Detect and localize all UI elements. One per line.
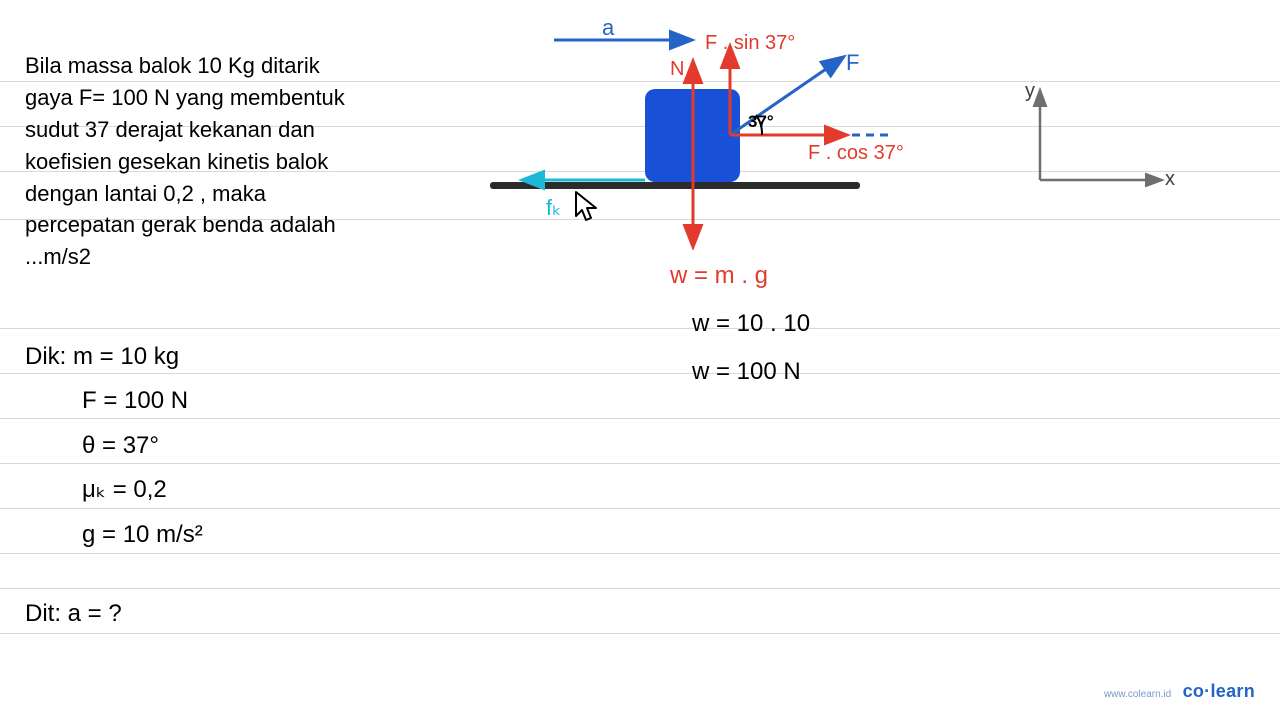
weight-formula: w = m . g	[670, 255, 810, 297]
given-g: g = 10 m/s²	[25, 513, 203, 557]
free-body-diagram: a F . sin 37° N F 37° F . cos 37° fₖ	[490, 20, 960, 250]
label-fcos: F . cos 37°	[808, 142, 904, 165]
cursor-icon	[572, 190, 602, 224]
given-f: F = 100 N	[25, 379, 188, 423]
footer: www.colearn.id co·learn	[1104, 681, 1255, 702]
label-n: N	[670, 58, 684, 81]
axis-y-label: y	[1025, 80, 1035, 103]
label-fk: fₖ	[546, 195, 561, 221]
given-theta: θ = 37°	[25, 424, 159, 468]
asked-text: Dit: a = ?	[25, 600, 122, 628]
axis-x-label: x	[1165, 168, 1175, 191]
footer-brand: co·learn	[1183, 681, 1255, 701]
rule-line	[0, 328, 1280, 329]
axes-indicator: y x	[1020, 80, 1180, 190]
footer-url: www.colearn.id	[1104, 689, 1171, 700]
rule-line	[0, 633, 1280, 634]
problem-text: Bila massa balok 10 Kg ditarik gaya F= 1…	[25, 50, 365, 273]
given-list: Dik: m = 10 kg F = 100 N θ = 37° μₖ = 0,…	[25, 335, 203, 557]
rule-line	[0, 588, 1280, 589]
label-f: F	[846, 50, 859, 76]
label-fsin: F . sin 37°	[705, 32, 795, 55]
label-angle: 37°	[748, 112, 774, 132]
given-mu: μₖ = 0,2	[25, 468, 167, 512]
weight-step: w = 10 . 10	[670, 303, 810, 345]
given-m: Dik: m = 10 kg	[25, 335, 203, 379]
weight-equations: w = m . g w = 10 . 10 w = 100 N	[670, 255, 810, 399]
label-a: a	[602, 15, 614, 41]
weight-result: w = 100 N	[670, 351, 810, 393]
